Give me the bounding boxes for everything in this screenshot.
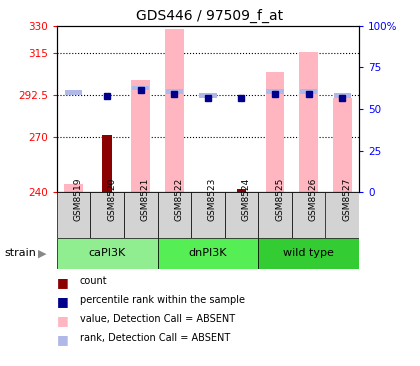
Bar	[57, 238, 158, 269]
Bar	[326, 192, 359, 238]
Text: GSM8519: GSM8519	[74, 177, 82, 221]
Bar	[191, 192, 225, 238]
Bar	[158, 192, 191, 238]
Text: GDS446 / 97509_f_at: GDS446 / 97509_f_at	[136, 9, 284, 23]
Text: ▶: ▶	[38, 249, 46, 258]
Text: count: count	[80, 276, 108, 286]
Bar	[258, 192, 292, 238]
Text: strain: strain	[4, 249, 36, 258]
Text: percentile rank within the sample: percentile rank within the sample	[80, 295, 245, 305]
Text: GSM8527: GSM8527	[342, 177, 351, 221]
Bar	[258, 238, 359, 269]
Bar	[158, 238, 258, 269]
Text: dnPI3K: dnPI3K	[189, 249, 227, 258]
Text: ■: ■	[57, 333, 68, 347]
Bar	[165, 89, 183, 94]
Text: value, Detection Call = ABSENT: value, Detection Call = ABSENT	[80, 314, 235, 324]
Text: GSM8520: GSM8520	[107, 177, 116, 221]
Bar	[102, 135, 112, 192]
Bar	[225, 192, 258, 238]
Bar	[266, 72, 284, 192]
Bar	[333, 98, 352, 192]
Text: ■: ■	[57, 295, 68, 309]
Bar	[237, 189, 246, 192]
Bar	[300, 89, 318, 94]
Bar	[165, 29, 184, 192]
Text: rank, Detection Call = ABSENT: rank, Detection Call = ABSENT	[80, 333, 230, 343]
Text: GSM8521: GSM8521	[141, 177, 150, 221]
Text: GSM8526: GSM8526	[309, 177, 318, 221]
Bar	[90, 192, 124, 238]
Text: wild type: wild type	[283, 249, 334, 258]
Bar	[333, 93, 351, 98]
Text: ■: ■	[57, 276, 68, 290]
Text: ■: ■	[57, 314, 68, 328]
Bar	[65, 90, 82, 95]
Text: caPI3K: caPI3K	[89, 249, 126, 258]
Bar	[199, 93, 217, 98]
Bar	[292, 192, 326, 238]
Bar	[266, 89, 284, 94]
Text: GSM8522: GSM8522	[174, 178, 183, 221]
Bar	[299, 52, 318, 192]
Bar	[131, 80, 150, 192]
Text: GSM8523: GSM8523	[208, 177, 217, 221]
Text: GSM8524: GSM8524	[241, 178, 250, 221]
Bar	[57, 192, 90, 238]
Text: GSM8525: GSM8525	[275, 177, 284, 221]
Bar	[124, 192, 158, 238]
Bar	[132, 86, 150, 90]
Bar	[64, 184, 83, 192]
